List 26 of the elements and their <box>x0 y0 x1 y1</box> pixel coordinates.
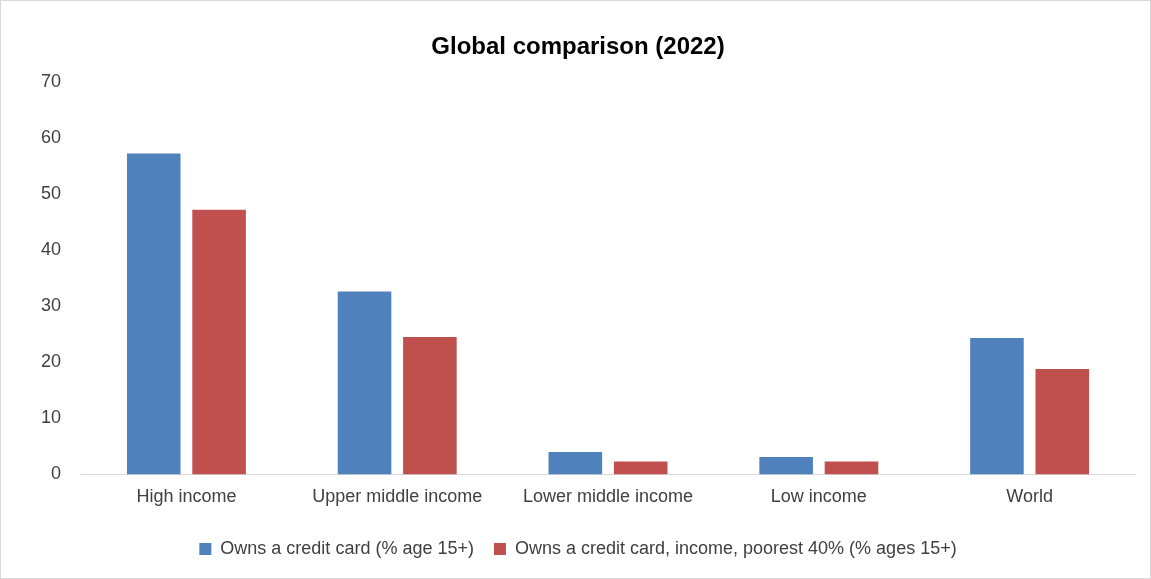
y-tick-label: 10 <box>40 407 62 428</box>
y-tick-label: 50 <box>40 182 62 203</box>
x-tick-label: High income <box>136 486 237 507</box>
x-tick-label: Lower middle income <box>522 486 694 507</box>
y-tick-label: 40 <box>40 239 62 260</box>
y-tick-label: 30 <box>40 295 62 316</box>
y-tick-label: 60 <box>40 126 62 147</box>
chart-title: Global comparison (2022) <box>431 32 725 60</box>
bar <box>613 461 668 475</box>
y-tick-label: 70 <box>40 70 62 91</box>
y-tick-label: 20 <box>40 351 62 372</box>
bar <box>337 291 392 475</box>
x-tick-label: World <box>1006 486 1053 507</box>
x-tick-label: Low income <box>770 486 867 507</box>
bar <box>548 451 603 475</box>
bar <box>192 209 246 475</box>
bar <box>403 336 457 475</box>
legend-label: Owns a credit card, income, poorest 40% (% ages 15+) <box>514 537 957 558</box>
bar <box>970 338 1024 475</box>
bar <box>126 153 181 475</box>
x-tick-label: Upper middle income <box>312 486 483 507</box>
bar <box>1035 368 1090 475</box>
bar <box>824 461 879 475</box>
legend-label: Owns a credit card (% age 15+) <box>220 537 474 558</box>
bar <box>759 457 813 475</box>
y-tick-label: 0 <box>51 463 62 484</box>
